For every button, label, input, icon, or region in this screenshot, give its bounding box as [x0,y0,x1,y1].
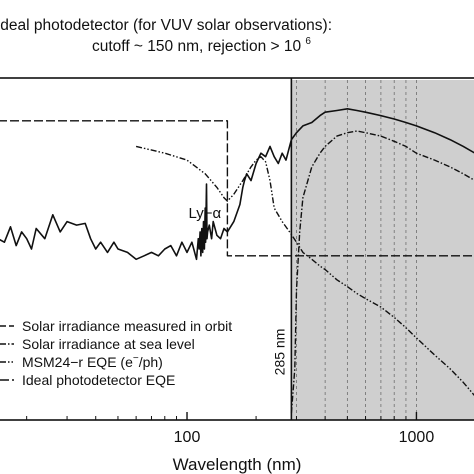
legend: Solar irradiance measured in orbit Solar… [0,318,232,388]
legend-label-msm-sup: − [133,353,139,364]
chart-title-exponent: 6 [305,36,311,47]
series-ideal [0,120,474,257]
series-msm [135,145,474,397]
legend-label-sea: Solar irradiance at sea level [22,336,195,352]
series-sea [290,130,474,414]
legend-label-msm-end: /ph) [139,354,163,370]
band-edge-label: 285 nm [271,329,287,376]
annotation-0: Ly−α [189,205,222,222]
legend-label-orbit: Solar irradiance measured in orbit [22,318,232,334]
svg-text:cutoff ~ 150 nm, rejection > 1: cutoff ~ 150 nm, rejection > 10 6 [92,36,311,55]
plot-frame [0,77,474,421]
legend-label-msm: MSM24−r EQE (e [22,354,133,370]
legend-label-ideal: Ideal photodetector EQE [22,372,175,388]
series-orbit [0,108,474,261]
chart-title-line-2: cutoff ~ 150 nm, rejection > 10 [92,38,301,55]
chart-title-line-1: Ideal photodetector (for VUV solar obser… [0,17,332,34]
x-axis-label: Wavelength (nm) [173,455,302,474]
x-tick-label-1: 1000 [399,429,435,446]
svg-text:MSM24−r EQE (e−/ph): MSM24−r EQE (e−/ph) [22,353,163,370]
x-tick-label-0: 100 [174,429,201,446]
shaded-band [291,80,474,420]
